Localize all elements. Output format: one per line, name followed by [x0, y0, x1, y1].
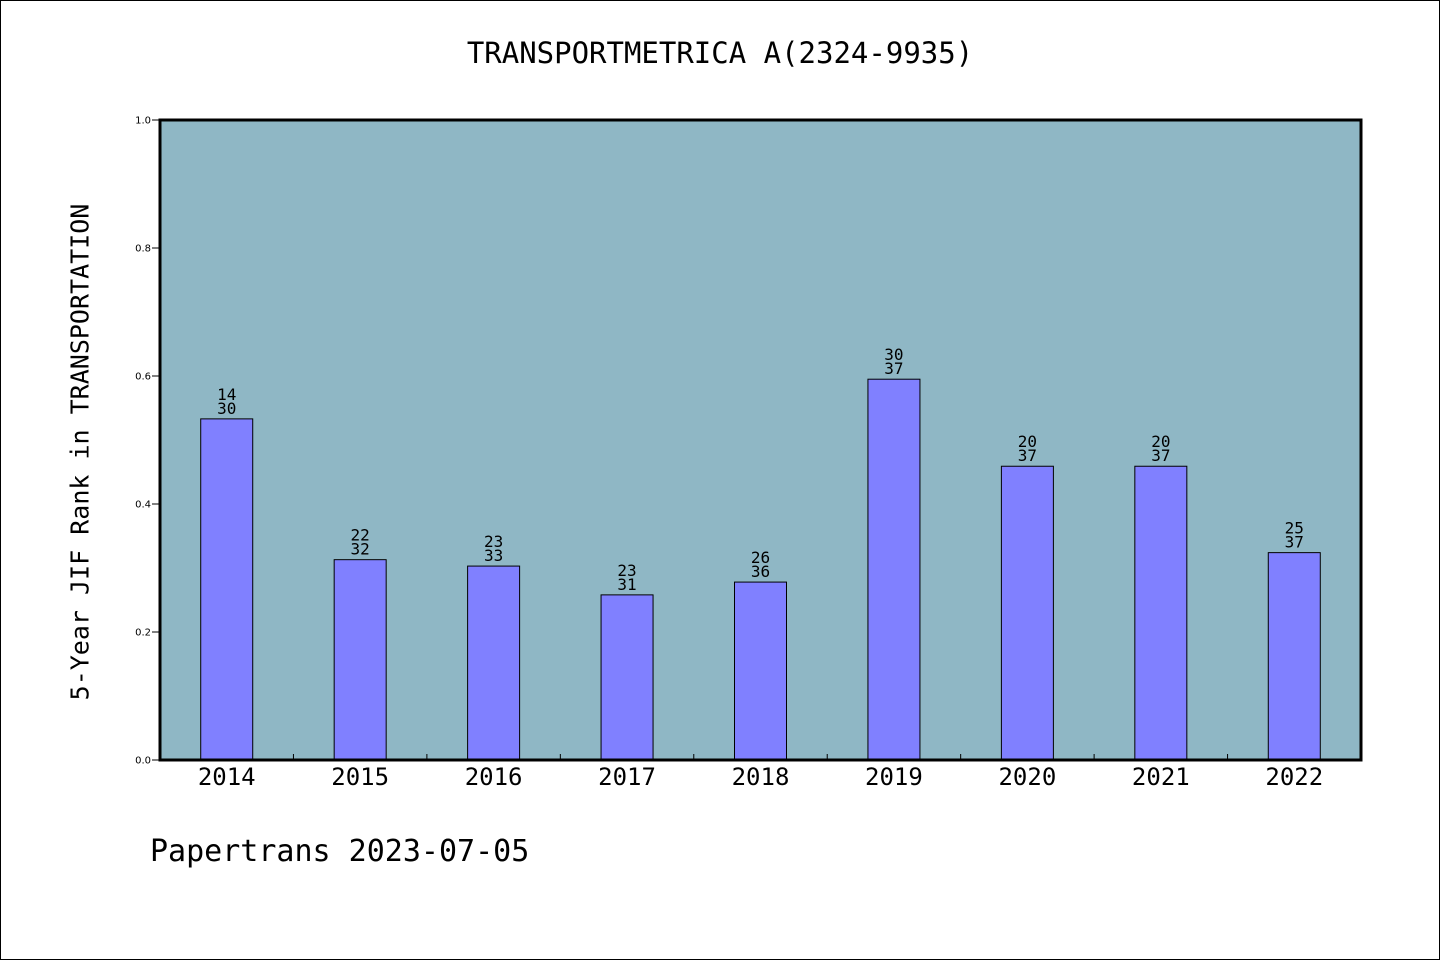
bar-label-bottom: 37: [1285, 533, 1304, 552]
x-tick-label: 2017: [598, 763, 656, 791]
bar-label-bottom: 36: [751, 562, 770, 581]
bar-label-top: 23: [484, 532, 503, 551]
bar: [200, 418, 254, 761]
bar-label-top: 20: [1018, 432, 1037, 451]
bar: [1000, 465, 1054, 761]
x-tick-label: 2016: [465, 763, 523, 791]
bar: [867, 378, 921, 761]
bar-label-top: 25: [1285, 519, 1304, 538]
bar-label-top: 20: [1151, 432, 1170, 451]
bar-label-bottom: 30: [217, 399, 236, 418]
footer-text: Papertrans 2023-07-05: [150, 834, 530, 869]
x-tick-label: 2019: [865, 763, 923, 791]
bar: [467, 565, 521, 761]
y-tick-label: 0.8: [135, 244, 151, 255]
bar: [1134, 465, 1188, 761]
x-tick-label: 2022: [1265, 763, 1323, 791]
bar-label-top: 23: [617, 561, 636, 580]
x-tick-label: 2014: [198, 763, 256, 791]
y-tick-label: 0.4: [135, 500, 151, 511]
bar-label-top: 22: [351, 526, 370, 545]
bar-label-bottom: 33: [484, 546, 503, 565]
bar-label-top: 26: [751, 548, 770, 567]
bar: [333, 559, 387, 761]
bar: [600, 594, 654, 761]
bar-label-bottom: 37: [1151, 446, 1170, 465]
bar: [1267, 552, 1321, 761]
bar-label-bottom: 31: [617, 575, 636, 594]
bar: [734, 581, 787, 761]
x-tick-label: 2015: [331, 763, 389, 791]
y-tick-label: 1.0: [135, 116, 151, 127]
bar-label-bottom: 32: [351, 540, 370, 559]
bar-label-top: 30: [884, 345, 903, 364]
y-tick-label: 0.6: [135, 372, 151, 383]
y-tick-label: 0.2: [135, 628, 151, 639]
bar-label-top: 14: [217, 385, 236, 404]
x-tick-label: 2018: [732, 763, 790, 791]
plot-border: [158, 118, 1363, 762]
x-tick-label: 2021: [1132, 763, 1190, 791]
bar-label-bottom: 37: [1018, 446, 1037, 465]
x-tick-label: 2020: [998, 763, 1056, 791]
y-tick-label: 0.0: [135, 756, 151, 767]
bar-label-bottom: 37: [884, 359, 903, 378]
chart-title: TRANSPORTMETRICA A(2324-9935): [466, 36, 974, 70]
